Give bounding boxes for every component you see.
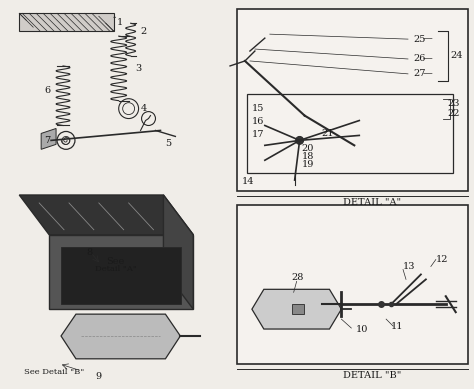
Text: 12: 12: [436, 255, 448, 264]
Text: 10: 10: [356, 324, 369, 333]
Bar: [19, 13, 114, 31]
Text: Detail "A": Detail "A": [95, 265, 137, 273]
Text: 11: 11: [391, 322, 403, 331]
Text: See: See: [107, 257, 125, 266]
Text: 18: 18: [301, 152, 314, 161]
Polygon shape: [61, 314, 180, 359]
Text: 23: 23: [448, 99, 460, 108]
Polygon shape: [41, 128, 56, 149]
Text: 9: 9: [96, 372, 102, 381]
Text: 27: 27: [413, 69, 426, 78]
Text: 3: 3: [136, 65, 142, 74]
Polygon shape: [49, 235, 193, 309]
Text: —: —: [423, 35, 433, 44]
Text: —: —: [423, 54, 433, 63]
Bar: [247, 94, 453, 173]
Text: 17: 17: [252, 130, 264, 139]
Text: DETAIL "B": DETAIL "B": [343, 371, 401, 380]
Text: 6: 6: [44, 86, 50, 95]
Bar: [237, 9, 468, 191]
Text: 13: 13: [403, 262, 416, 271]
Text: 25: 25: [413, 35, 425, 44]
Circle shape: [296, 137, 304, 144]
Text: 19: 19: [301, 160, 314, 169]
Bar: [237, 205, 468, 364]
Text: —: —: [423, 69, 433, 78]
Text: DETAIL "A": DETAIL "A": [343, 198, 401, 207]
Text: 28: 28: [292, 273, 304, 282]
Polygon shape: [252, 289, 341, 329]
Text: 15: 15: [252, 104, 264, 113]
Text: See Detail "B": See Detail "B": [24, 368, 84, 376]
Bar: [292, 304, 304, 314]
Text: 7: 7: [44, 136, 50, 145]
Text: 16: 16: [252, 117, 264, 126]
Text: 21: 21: [321, 129, 334, 138]
Text: 1: 1: [117, 18, 123, 27]
Text: 14: 14: [242, 177, 255, 186]
Text: 8: 8: [86, 248, 92, 257]
Text: 26: 26: [413, 54, 425, 63]
Text: 5: 5: [165, 139, 172, 148]
Polygon shape: [19, 195, 193, 235]
Text: 22: 22: [448, 109, 460, 118]
Text: 4: 4: [141, 104, 147, 113]
Text: 2: 2: [141, 27, 147, 36]
Polygon shape: [61, 247, 182, 304]
Text: 24: 24: [451, 51, 463, 61]
Text: 20: 20: [301, 144, 314, 153]
Polygon shape: [164, 195, 193, 309]
